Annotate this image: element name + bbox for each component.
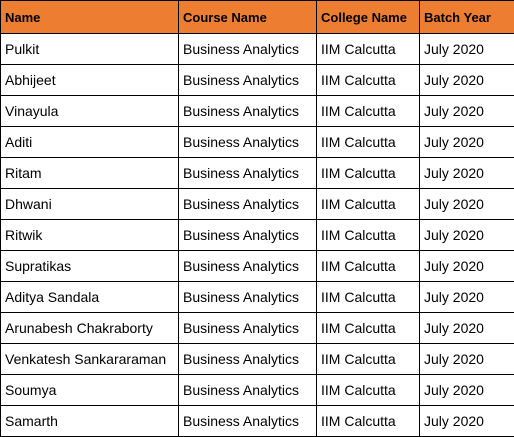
cell-course[interactable]: Business Analytics (179, 344, 317, 375)
cell-course[interactable]: Business Analytics (179, 158, 317, 189)
cell-batch-year[interactable]: July 2020 (420, 158, 514, 189)
header-name[interactable]: Name (1, 1, 179, 34)
cell-batch-year[interactable]: July 2020 (420, 282, 514, 313)
cell-college[interactable]: IIM Calcutta (317, 282, 420, 313)
cell-course[interactable]: Business Analytics (179, 220, 317, 251)
cell-course[interactable]: Business Analytics (179, 406, 317, 437)
cell-name[interactable]: Ritwik (1, 220, 179, 251)
cell-course[interactable]: Business Analytics (179, 282, 317, 313)
cell-name[interactable]: Vinayula (1, 96, 179, 127)
cell-college[interactable]: IIM Calcutta (317, 375, 420, 406)
table-row: Ritam Business Analytics IIM Calcutta Ju… (1, 158, 514, 189)
cell-batch-year[interactable]: July 2020 (420, 375, 514, 406)
cell-college[interactable]: IIM Calcutta (317, 189, 420, 220)
cell-course[interactable]: Business Analytics (179, 127, 317, 158)
table-row: Soumya Business Analytics IIM Calcutta J… (1, 375, 514, 406)
table-row: Aditi Business Analytics IIM Calcutta Ju… (1, 127, 514, 158)
cell-batch-year[interactable]: July 2020 (420, 313, 514, 344)
cell-college[interactable]: IIM Calcutta (317, 344, 420, 375)
cell-name[interactable]: Aditi (1, 127, 179, 158)
table-row: Dhwani Business Analytics IIM Calcutta J… (1, 189, 514, 220)
cell-college[interactable]: IIM Calcutta (317, 158, 420, 189)
cell-course[interactable]: Business Analytics (179, 65, 317, 96)
cell-course[interactable]: Business Analytics (179, 375, 317, 406)
header-course-name[interactable]: Course Name (179, 1, 317, 34)
cell-batch-year[interactable]: July 2020 (420, 344, 514, 375)
cell-batch-year[interactable]: July 2020 (420, 406, 514, 437)
cell-name[interactable]: Aditya Sandala (1, 282, 179, 313)
table-row: Ritwik Business Analytics IIM Calcutta J… (1, 220, 514, 251)
header-row: Name Course Name College Name Batch Year (1, 1, 514, 34)
cell-batch-year[interactable]: July 2020 (420, 220, 514, 251)
cell-college[interactable]: IIM Calcutta (317, 34, 420, 65)
table-row: Supratikas Business Analytics IIM Calcut… (1, 251, 514, 282)
cell-name[interactable]: Supratikas (1, 251, 179, 282)
table-row: Vinayula Business Analytics IIM Calcutta… (1, 96, 514, 127)
table-row: Samarth Business Analytics IIM Calcutta … (1, 406, 514, 437)
cell-course[interactable]: Business Analytics (179, 96, 317, 127)
table-row: Aditya Sandala Business Analytics IIM Ca… (1, 282, 514, 313)
cell-name[interactable]: Samarth (1, 406, 179, 437)
header-college-name[interactable]: College Name (317, 1, 420, 34)
cell-course[interactable]: Business Analytics (179, 251, 317, 282)
cell-college[interactable]: IIM Calcutta (317, 313, 420, 344)
cell-batch-year[interactable]: July 2020 (420, 65, 514, 96)
cell-name[interactable]: Dhwani (1, 189, 179, 220)
cell-batch-year[interactable]: July 2020 (420, 251, 514, 282)
cell-name[interactable]: Pulkit (1, 34, 179, 65)
cell-name[interactable]: Soumya (1, 375, 179, 406)
cell-course[interactable]: Business Analytics (179, 34, 317, 65)
cell-name[interactable]: Ritam (1, 158, 179, 189)
table-row: Abhijeet Business Analytics IIM Calcutta… (1, 65, 514, 96)
header-batch-year[interactable]: Batch Year (420, 1, 514, 34)
cell-college[interactable]: IIM Calcutta (317, 127, 420, 158)
cell-batch-year[interactable]: July 2020 (420, 189, 514, 220)
cell-college[interactable]: IIM Calcutta (317, 406, 420, 437)
cell-college[interactable]: IIM Calcutta (317, 65, 420, 96)
cell-name[interactable]: Venkatesh Sankararaman (1, 344, 179, 375)
cell-college[interactable]: IIM Calcutta (317, 220, 420, 251)
cell-college[interactable]: IIM Calcutta (317, 251, 420, 282)
cell-course[interactable]: Business Analytics (179, 313, 317, 344)
cell-name[interactable]: Arunabesh Chakraborty (1, 313, 179, 344)
cell-college[interactable]: IIM Calcutta (317, 96, 420, 127)
table-row: Pulkit Business Analytics IIM Calcutta J… (1, 34, 514, 65)
table-row: Venkatesh Sankararaman Business Analytic… (1, 344, 514, 375)
cell-course[interactable]: Business Analytics (179, 189, 317, 220)
cell-name[interactable]: Abhijeet (1, 65, 179, 96)
cell-batch-year[interactable]: July 2020 (420, 96, 514, 127)
cell-batch-year[interactable]: July 2020 (420, 34, 514, 65)
cell-batch-year[interactable]: July 2020 (420, 127, 514, 158)
table-row: Arunabesh Chakraborty Business Analytics… (1, 313, 514, 344)
